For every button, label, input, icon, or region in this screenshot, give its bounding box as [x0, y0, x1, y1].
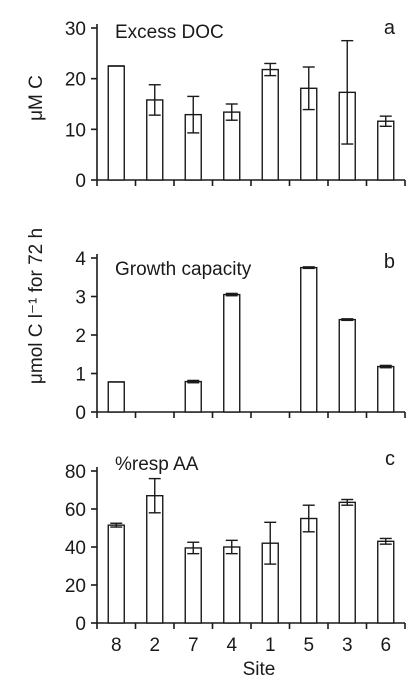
panel-letter: c — [385, 448, 395, 470]
y-tick-label: 0 — [75, 614, 86, 635]
bar-6 — [377, 365, 395, 413]
bar-3 — [338, 501, 356, 624]
y-tick-label: 30 — [65, 19, 86, 40]
panel-title: Growth capacity — [115, 259, 252, 280]
y-tick-label: 2 — [75, 326, 86, 347]
bar-4 — [223, 111, 241, 181]
x-tick-label: 1 — [265, 635, 276, 656]
x-tick-label: 7 — [188, 635, 199, 656]
y-tick-label: 4 — [75, 249, 86, 270]
y-tick-label: 80 — [65, 462, 86, 483]
y-tick-label: 0 — [75, 403, 86, 424]
x-tick-label: 8 — [111, 635, 122, 656]
panel-letter: b — [384, 251, 395, 273]
bar-5 — [300, 517, 318, 624]
bar-8 — [107, 524, 125, 624]
x-axis-label: Site — [243, 659, 276, 680]
bar-7 — [184, 380, 202, 413]
panel-letter: a — [384, 17, 396, 39]
bar-8 — [107, 65, 125, 181]
panel-b-ylabel: μmol C l⁻¹ for 72 h — [26, 228, 47, 384]
x-tick-label: 6 — [380, 635, 391, 656]
bar-7 — [184, 547, 202, 624]
y-tick-label: 10 — [65, 120, 86, 141]
bar-6 — [377, 120, 395, 181]
bar-6 — [377, 540, 395, 624]
bar-5 — [300, 266, 318, 413]
panel-c: 0 20 40 60 80 %resp AA c 8 2 7 4 1 5 3 6 — [65, 448, 406, 656]
y-tick-label: 1 — [75, 365, 86, 386]
bar-1 — [261, 68, 279, 181]
y-tick-label: 60 — [65, 500, 86, 521]
y-tick-label: 20 — [65, 70, 86, 91]
panel-title: %resp AA — [115, 454, 199, 475]
panel-title: Excess DOC — [115, 22, 224, 43]
panel-b: 0 1 2 3 4 Growth capacity b — [75, 249, 406, 424]
y-tick-label: 3 — [75, 288, 86, 309]
y-tick-label: 0 — [75, 171, 86, 192]
panel-a: 0 10 20 30 Excess DOC a — [65, 17, 406, 192]
panel-a-ylabel: μM C — [26, 75, 47, 121]
x-tick-label: 3 — [342, 635, 353, 656]
bar-2 — [146, 495, 164, 624]
bar-4 — [223, 546, 241, 624]
x-tick-label: 2 — [149, 635, 160, 656]
x-tick-label: 4 — [226, 635, 237, 656]
y-tick-label: 40 — [65, 538, 86, 559]
bar-4 — [223, 293, 241, 413]
bar-8 — [107, 381, 125, 413]
x-tick-label: 5 — [303, 635, 314, 656]
y-tick-label: 20 — [65, 576, 86, 597]
bar-3 — [338, 318, 356, 413]
